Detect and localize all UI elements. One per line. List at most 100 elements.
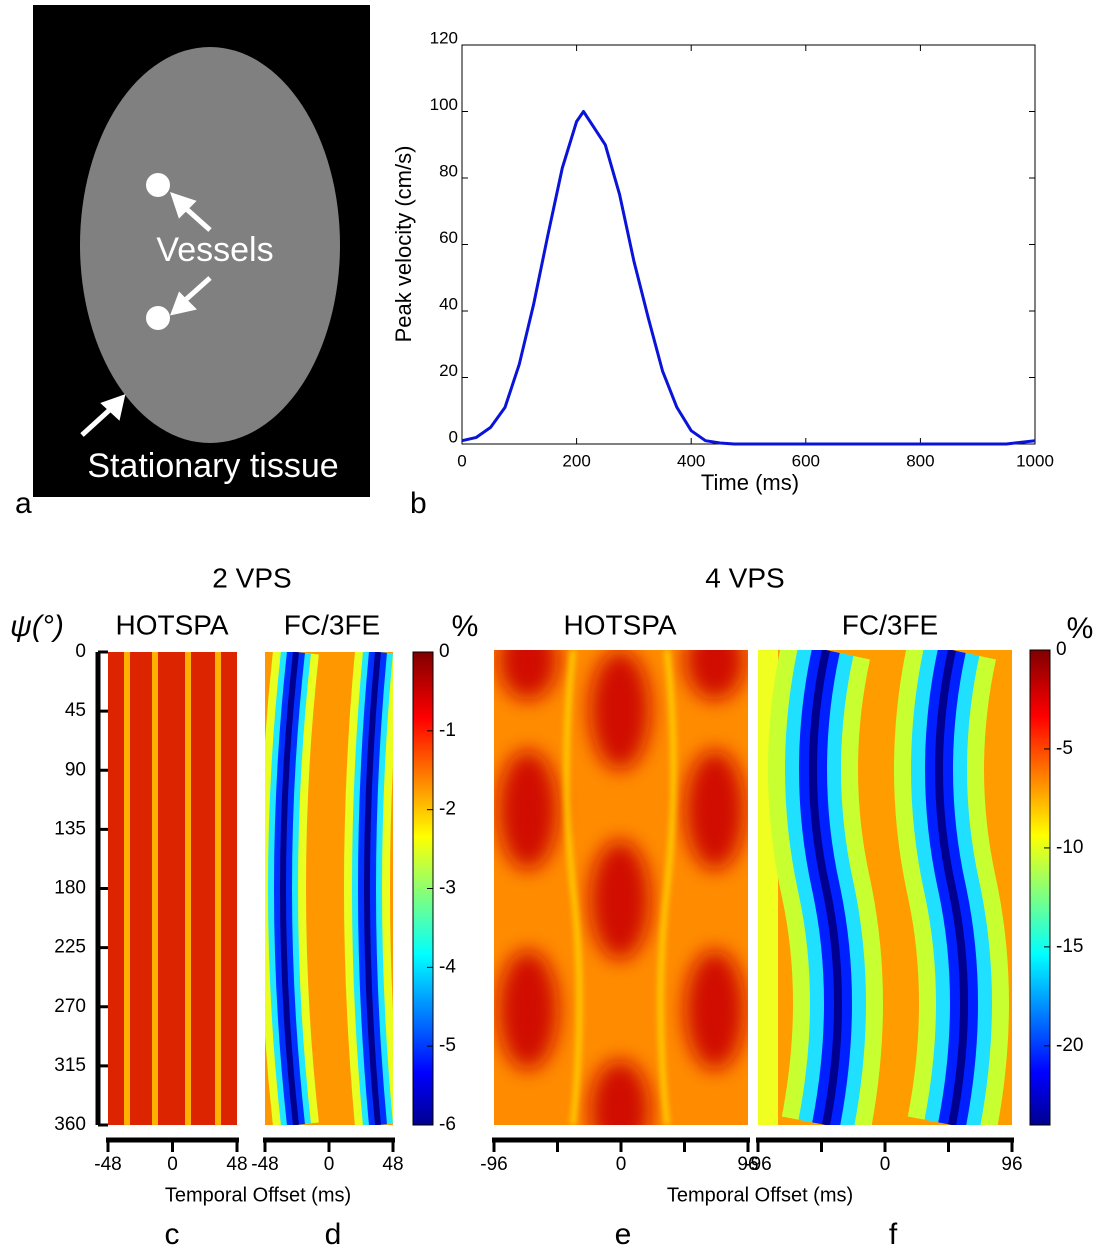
- x-tick-label: 200: [562, 451, 590, 470]
- y-tick-label: 90: [65, 759, 86, 780]
- x-tick-label: -48: [251, 1154, 278, 1175]
- colorbar-tick-label: -15: [1056, 936, 1083, 957]
- arrows: [80, 192, 212, 437]
- colorbar-tick-label: 0: [439, 641, 450, 662]
- panel-letter: a: [15, 487, 32, 520]
- stripes: [124, 652, 221, 1125]
- x-tick-label: 0: [880, 1154, 891, 1175]
- x-tick-label: 600: [792, 451, 820, 470]
- y-tick-label: 360: [54, 1114, 86, 1135]
- x-tick-label: 96: [737, 1154, 758, 1175]
- y-tick-label: 270: [54, 996, 86, 1017]
- blob: [590, 650, 650, 770]
- heatmap-c: [108, 652, 237, 1125]
- colorbar-tick-label: -4: [439, 956, 456, 977]
- phantom-tissue: [80, 47, 340, 443]
- arrow: [180, 276, 212, 305]
- colorbar-tick-label: 0: [1056, 639, 1067, 660]
- stripe: [564, 650, 582, 1125]
- x-axis-label: Temporal Offset (ms): [667, 1184, 853, 1206]
- colorbar-tick-label: -20: [1056, 1035, 1083, 1056]
- bands: [265, 652, 393, 1125]
- x-tick-label: 1000: [1016, 451, 1054, 470]
- y-axis-label: ψ(°): [10, 610, 64, 643]
- y-tick-label: 60: [439, 228, 458, 247]
- bands: [768, 650, 1009, 1125]
- y-tick-label: 20: [439, 361, 458, 380]
- group-title: 4 VPS: [705, 562, 784, 593]
- band: [280, 652, 299, 1125]
- x-tick-label: 0: [167, 1154, 178, 1175]
- panel-title: FC/3FE: [284, 609, 380, 640]
- blob: [685, 650, 745, 700]
- x-tick-label: 48: [226, 1154, 247, 1175]
- x-tick-label: 48: [382, 1154, 403, 1175]
- panel-title: FC/3FE: [842, 609, 938, 640]
- arrowhead: [100, 394, 126, 421]
- vessel: [146, 173, 170, 197]
- panel-letter: d: [325, 1218, 342, 1249]
- band: [809, 650, 842, 1125]
- colorbar-tick-label: -1: [439, 720, 456, 741]
- blob: [498, 650, 558, 700]
- y-tick-label: 40: [439, 294, 458, 313]
- blob: [685, 750, 745, 870]
- x-tick-label: -96: [744, 1154, 771, 1175]
- colorbar-tick-label: -6: [439, 1114, 456, 1135]
- y-tick-label: 180: [54, 878, 86, 899]
- y-tick-label: 0: [75, 641, 86, 662]
- x-axis-label: Temporal Offset (ms): [165, 1184, 351, 1206]
- heatmap-d: [265, 652, 393, 1125]
- panel-title: HOTSPA: [563, 609, 676, 640]
- y-tick-label: 225: [54, 937, 86, 958]
- x-tick-label: 800: [906, 451, 934, 470]
- blobs: [498, 650, 745, 1125]
- blob: [685, 950, 745, 1070]
- group-title: 2 VPS: [212, 562, 291, 593]
- panel-letter: f: [889, 1218, 898, 1249]
- x-tick-label: -48: [94, 1154, 121, 1175]
- line: [461, 110, 1036, 446]
- colorbar-tick-label: -5: [439, 1035, 456, 1056]
- x-tick-label: -96: [480, 1154, 507, 1175]
- x-tick-label: 0: [616, 1154, 627, 1175]
- y-tick-label: 80: [439, 161, 458, 180]
- band: [364, 652, 381, 1125]
- y-tick-label: 120: [430, 28, 458, 47]
- label: Vessels: [156, 231, 273, 269]
- panel-letter: b: [410, 487, 427, 520]
- y-tick-label: 45: [65, 700, 86, 721]
- panel-letter: e: [615, 1218, 632, 1249]
- colorbar-tick-label: -5: [1056, 738, 1073, 759]
- band: [935, 650, 968, 1125]
- x-tick-label: 0: [324, 1154, 335, 1175]
- blob: [498, 750, 558, 870]
- y-tick-label: 315: [54, 1055, 86, 1076]
- stripe: [658, 650, 676, 1125]
- panel-title: HOTSPA: [115, 609, 228, 640]
- plot-frame: [461, 44, 1036, 445]
- colorbar: [1029, 649, 1051, 1126]
- colorbar-tick-label: -3: [439, 878, 456, 899]
- y-axis-label: Peak velocity (cm/s): [391, 146, 416, 343]
- y-tick-label: 0: [449, 427, 458, 446]
- heatmap-f: [758, 650, 1012, 1125]
- colorbar-label: %: [452, 610, 479, 643]
- colorbar-tick-label: -2: [439, 799, 456, 820]
- heatmap-e: [494, 650, 748, 1125]
- colorbar-tick-label: -10: [1056, 837, 1083, 858]
- x-tick-label: 400: [677, 451, 705, 470]
- stripes: [564, 650, 676, 1125]
- blob: [590, 1060, 650, 1125]
- label: Stationary tissue: [87, 447, 338, 485]
- x-axis-label: Time (ms): [701, 470, 799, 495]
- arrowhead: [170, 291, 197, 316]
- arrowhead: [170, 192, 197, 219]
- x-tick-label: 96: [1001, 1154, 1022, 1175]
- vessel: [146, 306, 170, 330]
- y-tick-label: 100: [430, 95, 458, 114]
- y-tick-label: 135: [54, 818, 86, 839]
- blob: [498, 950, 558, 1070]
